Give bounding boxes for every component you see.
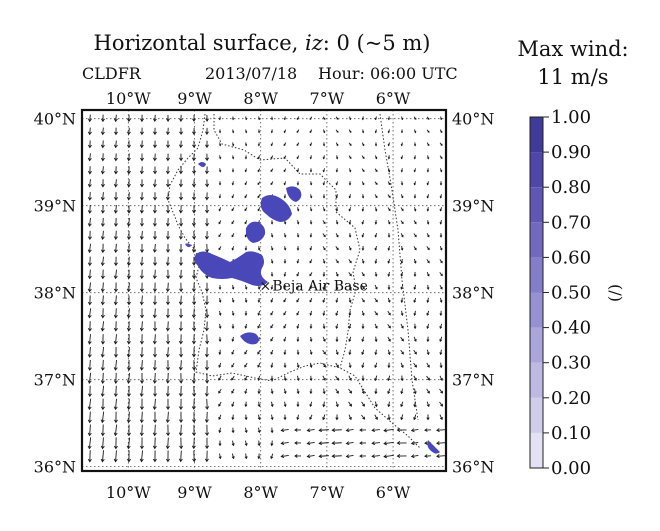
lon-label: 10°W <box>106 89 151 108</box>
colorbar-tick-label: 0.80 <box>551 177 591 198</box>
colorbar-cell <box>530 432 543 468</box>
lat-label: 36°N <box>34 458 76 477</box>
lat-label: 37°N <box>452 371 494 390</box>
colorbar-cell <box>530 362 543 398</box>
lat-label: 38°N <box>34 284 76 303</box>
lon-label: 7°W <box>310 483 345 502</box>
colorbar-cell <box>530 292 543 328</box>
station-x-icon: × <box>259 279 271 295</box>
colorbar: 1.00 0.90 0.80 0.70 0.60 0.50 0.40 0.30 0.20 0.10… <box>529 107 624 479</box>
max-wind-label: Max wind: <box>517 37 628 61</box>
colorbar-cell <box>530 397 543 433</box>
max-wind-value: 11 m/s <box>537 65 608 89</box>
colorbar-cell <box>530 152 543 188</box>
colorbar-tick-label: 0.00 <box>551 458 591 479</box>
hour-label: Hour: 06:00 UTC <box>318 64 458 83</box>
field-label: CLDFR <box>82 64 142 83</box>
lat-label: 39°N <box>34 197 76 216</box>
lon-label: 6°W <box>376 89 411 108</box>
colorbar-tick-label: 0.40 <box>551 318 591 339</box>
colorbar-cell <box>530 327 543 363</box>
colorbar-tick-label: 0.60 <box>551 247 591 268</box>
lon-labels-bottom: 10°W 9°W 8°W 7°W 6°W <box>106 483 411 502</box>
colorbar-tick-label: 1.00 <box>551 107 591 128</box>
lat-label: 37°N <box>34 371 76 390</box>
figure-title: Horizontal surface, iz: 0 (~5 m) <box>94 31 431 55</box>
lat-labels-right: 40°N 39°N 38°N 37°N 36°N <box>452 110 494 477</box>
lon-label: 9°W <box>177 89 212 108</box>
lon-label: 9°W <box>177 483 212 502</box>
lon-label: 10°W <box>106 483 151 502</box>
lon-label: 8°W <box>243 483 278 502</box>
station-label: Beja Air Base <box>272 279 368 295</box>
colorbar-tick-label: 0.90 <box>551 142 591 163</box>
date-label: 2013/07/18 <box>205 64 297 83</box>
colorbar-tick-label: 0.70 <box>551 212 591 233</box>
cloud-fraction-patches <box>185 162 440 454</box>
colorbar-cell <box>530 187 543 223</box>
station-marker: × Beja Air Base <box>259 279 367 295</box>
colorbar-tick-label: 0.50 <box>551 283 591 304</box>
lat-label: 40°N <box>452 110 494 129</box>
lat-label: 36°N <box>452 458 494 477</box>
lat-label: 38°N <box>452 284 494 303</box>
lat-label: 40°N <box>34 110 76 129</box>
wind-vectors <box>87 114 446 463</box>
lon-label: 8°W <box>243 89 278 108</box>
lat-labels-left: 40°N 39°N 38°N 37°N 36°N <box>34 110 76 477</box>
colorbar-cell <box>530 117 543 153</box>
colorbar-tick-label: 0.10 <box>551 423 591 444</box>
lat-label: 39°N <box>452 197 494 216</box>
colorbar-unit: (/) <box>605 284 624 302</box>
colorbar-tick-label: 0.20 <box>551 388 591 409</box>
lon-labels-top: 10°W 9°W 8°W 7°W 6°W <box>106 89 411 108</box>
colorbar-cell <box>530 222 543 258</box>
colorbar-cell <box>530 257 543 293</box>
lon-label: 7°W <box>310 89 345 108</box>
map-frame <box>80 108 448 473</box>
colorbar-tick-label: 0.30 <box>551 353 591 374</box>
lon-label: 6°W <box>376 483 411 502</box>
